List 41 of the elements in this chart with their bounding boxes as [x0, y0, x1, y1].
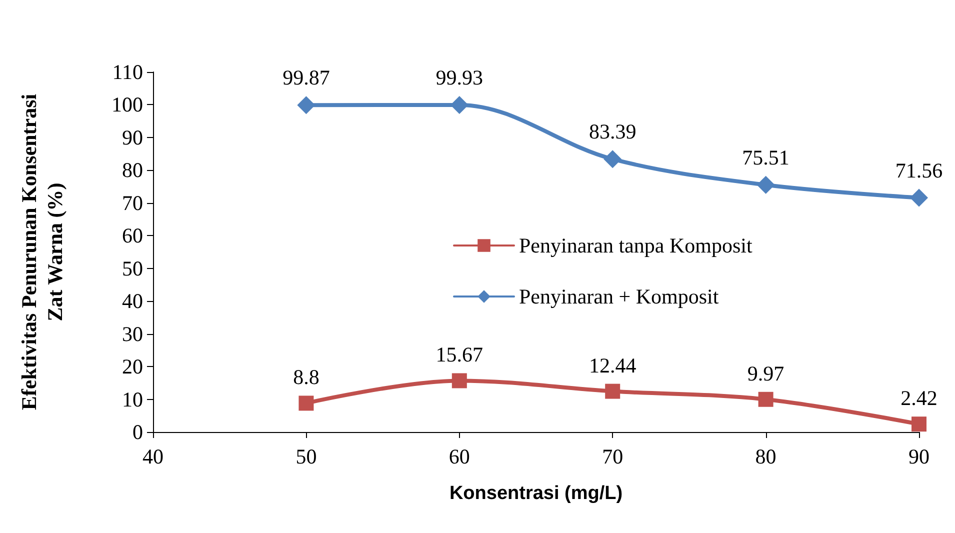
point [452, 373, 467, 388]
data-label: 75.51 [742, 145, 790, 170]
point [298, 396, 314, 411]
x-tick-label: 40 [142, 444, 164, 468]
y-tick-label: 10 [122, 387, 143, 412]
data-label: 8.8 [293, 365, 320, 390]
y-axis-title: Efektivitas Penurunan Konsentrasi Zat Warna (%) [17, 94, 67, 410]
point [912, 416, 926, 432]
y-tick-label: 100 [112, 92, 143, 117]
x-tick-label: 70 [602, 444, 624, 468]
data-label: 12.44 [588, 353, 637, 378]
point [910, 188, 928, 207]
y-tick-label: 80 [122, 158, 143, 182]
data-label: 15.67 [436, 342, 484, 367]
data-label: 71.56 [895, 158, 943, 182]
y-tick-label: 110 [112, 60, 143, 84]
data-label: 83.39 [588, 120, 636, 144]
x-axis-title: Konsentrasi (mg/L) [449, 483, 623, 504]
data-label: 9.97 [747, 361, 784, 386]
legend-label: Penyinaran tanpa Komposit [519, 234, 752, 258]
point [756, 176, 775, 194]
y-tick-label: 90 [122, 125, 143, 150]
y-tick-label: 40 [122, 289, 143, 314]
point [604, 150, 622, 168]
x-tick-label: 90 [908, 444, 930, 468]
point [297, 96, 316, 114]
x-tick-label: 60 [448, 444, 470, 468]
y-tick-label: 60 [122, 224, 143, 248]
point [605, 384, 620, 399]
y-tick-label: 30 [122, 322, 143, 346]
legend-label: Penyinaran + Komposit [519, 284, 719, 308]
data-label: 99.93 [436, 65, 484, 90]
data-label: 2.42 [900, 386, 938, 410]
y-tick-label: 50 [122, 256, 143, 280]
y-tick-label: 20 [122, 354, 143, 379]
y-tick-label: 0 [132, 420, 143, 444]
y-tick-label: 70 [122, 190, 143, 215]
point [758, 392, 774, 407]
x-tick-label: 80 [755, 444, 776, 468]
data-label: 99.87 [282, 66, 330, 90]
x-tick-label: 50 [296, 444, 317, 468]
